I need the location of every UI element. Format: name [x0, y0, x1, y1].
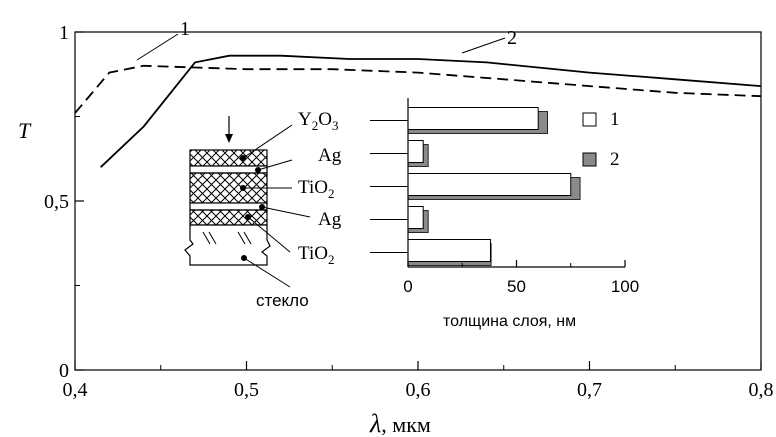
- bar-axis-ticks: 0 50 100: [403, 98, 639, 296]
- bar-x-tick-label: 50: [507, 277, 526, 296]
- curve-label-2-leader: [461, 37, 506, 54]
- series-line-1: [74, 64, 762, 114]
- series-line-2: [100, 54, 762, 168]
- axis-ticks: 0,4 0,5 0,6 0,7 0,8 0 0,5 1: [44, 22, 774, 401]
- x-tick-label: 0,5: [234, 379, 259, 401]
- label-tio2-bottom: TiO2: [298, 243, 334, 267]
- legend-swatch-2: [582, 152, 597, 167]
- x-tick-label: 0,4: [63, 379, 88, 401]
- x-axis-label: λ, мкм: [369, 409, 431, 437]
- bar-series-1: [407, 206, 424, 229]
- layer-y2o3: [189, 149, 268, 167]
- bar-legend: 1 2: [582, 109, 620, 170]
- leader-ag-top: [257, 159, 293, 171]
- y-tick-label: 0,5: [44, 191, 69, 213]
- x-tick-label: 0,8: [749, 379, 774, 401]
- bar-x-axis-label: толщина слоя, нм: [443, 313, 576, 330]
- bar-x-tick-label: 100: [611, 277, 639, 296]
- incidence-arrowhead: [225, 134, 233, 143]
- label-glass: стекло: [256, 291, 309, 310]
- x-axis-unit: , мкм: [381, 412, 431, 437]
- y-tick-label: 1: [59, 22, 69, 44]
- bar-series-1: [407, 140, 424, 163]
- legend-label-1: 1: [610, 109, 620, 130]
- curve-label-1-leader: [136, 33, 179, 61]
- glass-substrate: [184, 224, 271, 266]
- bar-x-tick-label: 0: [403, 277, 412, 296]
- legend-swatch-1: [582, 112, 597, 127]
- legend-label-2: 2: [610, 149, 620, 170]
- layer-stack-diagram: Y2O3 Ag TiO2 Ag TiO2 стекло: [184, 109, 342, 310]
- label-y2o3: Y2O3: [298, 109, 338, 133]
- x-tick-label: 0,6: [406, 379, 431, 401]
- y-tick-label: 0: [59, 360, 69, 382]
- x-axis-symbol: λ: [369, 409, 381, 437]
- leader-tio2-bottom: [247, 216, 291, 253]
- curve-label-1: 1: [180, 18, 190, 40]
- layer-ag-bottom: [189, 202, 268, 211]
- leader-ag-bottom: [261, 206, 311, 218]
- label-ag-top: Ag: [318, 145, 342, 166]
- series-lines: [74, 54, 762, 168]
- bar-series-1: [407, 107, 539, 130]
- layer-thickness-bars: [407, 107, 581, 266]
- glass-hatch: [202, 231, 252, 245]
- y-axis-label: T: [18, 118, 32, 143]
- x-tick-label: 0,7: [577, 379, 602, 401]
- leader-y2o3: [242, 124, 293, 159]
- label-tio2-middle: TiO2: [298, 177, 334, 201]
- leader-glass: [243, 257, 291, 288]
- label-ag-bottom: Ag: [318, 209, 342, 230]
- bar-series-1: [407, 239, 491, 262]
- bar-series-1: [407, 173, 572, 196]
- curve-label-2: 2: [507, 27, 517, 49]
